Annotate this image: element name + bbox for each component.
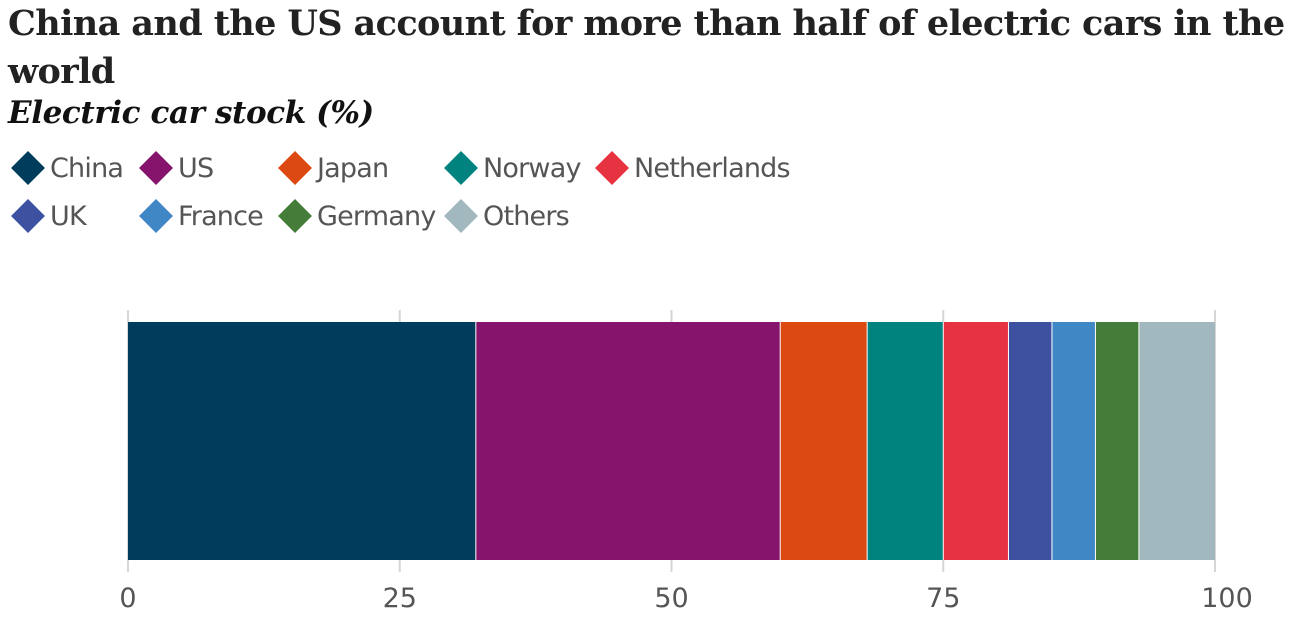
bar-segments xyxy=(128,322,1215,560)
bar-segment-france xyxy=(1051,322,1096,560)
bar-segment-uk xyxy=(1008,322,1052,560)
legend-item-japan: Japan xyxy=(277,148,389,188)
legend-item-china: China xyxy=(10,148,124,188)
legend-label-netherlands: Netherlands xyxy=(634,152,791,184)
legend-item-germany: Germany xyxy=(277,196,436,236)
bar-segment-others xyxy=(1138,322,1215,560)
legend-label-uk: UK xyxy=(50,200,87,232)
chart-subtitle: Electric car stock (%) xyxy=(8,95,374,131)
x-tick-label-100: 100 xyxy=(1201,583,1253,614)
bar-segment-us xyxy=(475,322,781,560)
legend-item-us: US xyxy=(138,148,214,188)
x-tick-label-50: 50 xyxy=(654,583,688,614)
bar-segment-germany xyxy=(1095,322,1139,560)
legend-item-norway: Norway xyxy=(443,148,581,188)
x-axis-ticks: 0 25 50 75 100 xyxy=(119,583,1252,614)
bar-segment-norway xyxy=(867,322,944,560)
x-tick-label-0: 0 xyxy=(119,583,136,614)
x-tick-label-75: 75 xyxy=(926,583,960,614)
legend-item-others: Others xyxy=(443,196,570,236)
bar-segment-china xyxy=(128,322,476,560)
legend-label-norway: Norway xyxy=(483,152,581,184)
legend-item-netherlands: Netherlands xyxy=(594,148,791,188)
x-tick-label-25: 25 xyxy=(383,583,417,614)
chart-legend: China US Japan Norway Netherlands UK Fra… xyxy=(10,148,910,242)
legend-label-china: China xyxy=(50,152,124,184)
legend-label-germany: Germany xyxy=(317,200,436,232)
legend-label-france: France xyxy=(178,200,264,232)
legend-item-uk: UK xyxy=(10,196,87,236)
legend-label-japan: Japan xyxy=(317,152,389,184)
legend-label-us: US xyxy=(178,152,214,184)
legend-item-france: France xyxy=(138,196,264,236)
legend-label-others: Others xyxy=(483,200,570,232)
bar-segment-japan xyxy=(780,322,868,560)
chart-title: China and the US account for more than h… xyxy=(8,3,1285,92)
bar-segment-netherlands xyxy=(943,322,1009,560)
